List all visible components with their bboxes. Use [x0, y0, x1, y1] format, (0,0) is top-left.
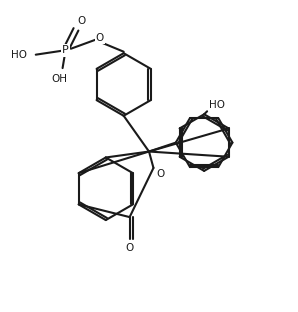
Text: HO: HO	[209, 100, 225, 110]
Text: O: O	[77, 16, 86, 27]
Text: O: O	[156, 169, 165, 179]
Text: P: P	[62, 45, 69, 55]
Text: OH: OH	[52, 74, 68, 84]
Text: O: O	[96, 33, 104, 43]
Text: HO: HO	[11, 50, 27, 60]
Text: O: O	[125, 243, 134, 253]
